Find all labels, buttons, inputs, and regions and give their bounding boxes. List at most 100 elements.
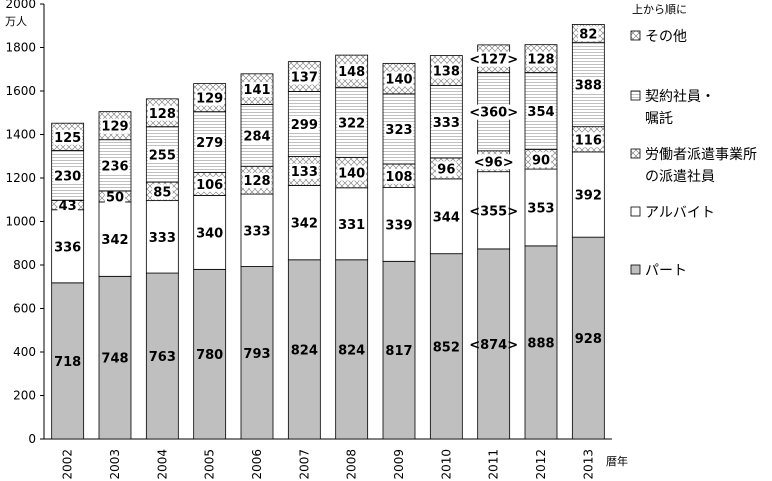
data-label: 128 [527,53,554,68]
bar-segment [193,268,227,440]
bar-segment [145,272,179,440]
data-label-bg [195,135,224,151]
data-label-bg [526,104,556,120]
data-label: 299 [291,118,318,133]
data-label: 140 [385,73,412,88]
data-label: 339 [385,218,412,233]
data-label-bg [242,128,272,144]
data-label-bg [530,152,552,168]
bar-segment [429,178,463,255]
legend-label: 嘱託 [645,111,673,127]
data-label: 148 [338,65,365,80]
data-label: 279 [196,136,223,151]
data-label-bg [148,105,177,121]
data-label: 780 [196,348,223,363]
data-label-bg [290,163,319,179]
x-tick-label: 2003 [108,449,122,480]
data-label: 793 [243,347,270,362]
data-label: 255 [149,148,176,163]
y-tick-label: 400 [13,345,36,359]
x-tick-label: 2004 [155,449,169,480]
y-tick-label: 1200 [5,171,36,185]
x-tick-label: 2012 [534,449,548,480]
data-label-bg [53,168,82,184]
data-label: 333 [149,231,176,246]
data-label-bg [242,173,272,189]
bar-stack-2004: 763 333 85 255 128 [145,98,179,440]
x-tick-label: 2002 [61,449,75,480]
y-tick-label: 200 [13,389,36,403]
y-tick-label: 2000 [5,0,36,11]
bar-segment [240,193,274,267]
data-label-bg [104,189,126,205]
data-label-bg [475,154,513,170]
bar-stack-2009: 817 339 108 323 140 [382,62,416,440]
data-label: 125 [54,131,81,146]
data-label: 342 [291,217,318,232]
y-tick-label: 800 [13,258,36,272]
y-tick-label: 1800 [5,41,36,55]
data-label: 824 [338,343,365,358]
data-label: 323 [385,123,412,138]
bar-stack-2007: 824 342 133 299 137 [287,61,321,440]
y-tick-label: 0 [28,432,36,446]
data-label: 748 [101,352,128,367]
data-label: 96 [437,162,455,177]
x-tick-label: 2010 [439,449,453,480]
data-label-bg [242,82,272,98]
bar-segment [382,260,416,440]
data-label: 342 [101,233,128,248]
data-label: 141 [243,83,270,98]
data-label: 129 [101,120,128,135]
legend-note: 上から順に [632,3,687,16]
data-label: 128 [243,174,270,189]
legend-label: 労働者派遣事業所 [645,147,757,163]
data-label: 331 [338,218,365,233]
data-label: 763 [149,350,176,365]
data-label-bg [432,114,461,130]
bar-stack-2010: 852 344 96 333 138 [429,55,463,440]
data-label-bg [195,90,224,106]
data-label-bg [574,77,603,93]
y-tick-label: 1600 [5,84,36,98]
bar-stack-2005: 780 340 106 279 129 [193,83,227,440]
bar-stack-2011: <874> <355> <96> <360> <127> [469,44,518,440]
data-label-bg [57,198,78,214]
x-tick-label: 2008 [345,449,359,480]
data-label: 43 [59,199,77,214]
data-label: <360> [469,106,518,121]
data-label-bg [290,116,319,132]
data-label: 108 [385,170,412,185]
bar-segment [145,200,179,274]
bar-segment [571,151,605,238]
data-label: <355> [469,204,518,219]
legend-label: の派遣社員 [645,169,715,185]
legend-swatch [630,264,641,275]
legend-label: その他 [645,29,687,45]
data-label: <96> [474,155,514,170]
data-label: 888 [527,336,554,351]
legend-label: パート [645,263,687,279]
data-label: 333 [243,224,270,239]
bar-stack-2012: 888 353 90 354 128 [524,44,558,440]
data-label-bg [148,147,177,163]
bar-segment [51,209,85,284]
data-label: 340 [196,226,223,241]
legend-label: 契約社員・ [645,89,715,105]
data-label-bg [471,104,517,120]
data-label: 333 [433,116,460,131]
data-label-bg [436,161,457,177]
data-label: 50 [106,190,124,205]
bar-stack-2003: 748 342 50 236 129 [98,111,132,440]
data-label: 138 [433,65,460,80]
legend-swatch [630,148,641,159]
data-label: 928 [575,332,602,347]
data-label-bg [384,168,414,184]
bar-segment [477,248,511,440]
x-axis-title: 暦年 [606,454,628,468]
x-tick-label: 2011 [487,449,501,480]
x-tick-label: 2007 [297,449,311,480]
data-label-bg [471,51,517,67]
data-label-bg [53,129,82,145]
data-label-bg [432,63,461,79]
